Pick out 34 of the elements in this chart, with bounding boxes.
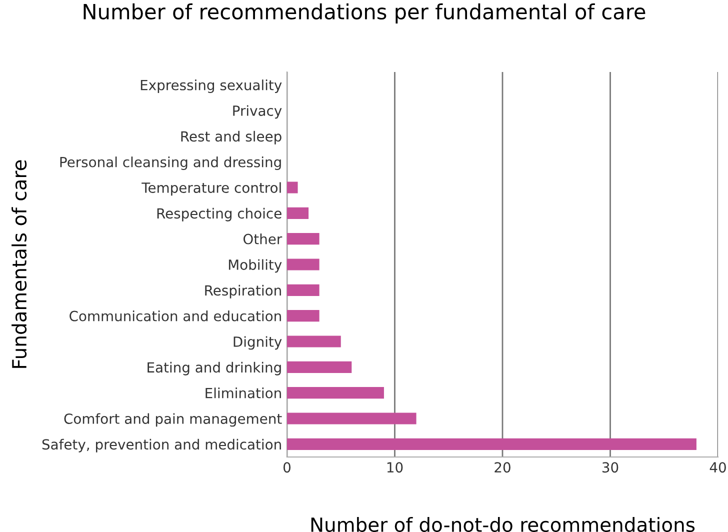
y-axis-title: Fundamentals of care — [12, 160, 27, 368]
bar — [287, 182, 298, 194]
y-tick-label: Elimination — [206, 388, 281, 398]
x-tick-label: 40 — [710, 462, 726, 473]
x-tick-label: 0 — [283, 462, 290, 473]
bar — [287, 233, 320, 245]
y-tick-label: Mobility — [228, 259, 282, 273]
y-tick-label: Comfort and pain management — [64, 413, 282, 427]
x-tick-label: 30 — [602, 462, 618, 473]
y-tick-label: Rest and sleep — [181, 130, 282, 144]
y-tick-label: Other — [243, 234, 282, 244]
bar — [287, 336, 341, 348]
y-tick-label: Expressing sexuality — [140, 80, 282, 93]
y-tick-label: Respiration — [205, 284, 281, 298]
bar — [287, 310, 320, 322]
y-tick-label: Dignity — [234, 336, 282, 350]
y-tick-label: Temperature control — [142, 182, 281, 196]
bar — [287, 361, 352, 373]
y-tick-label: Safety, prevention and medication — [42, 438, 281, 452]
y-tick-label: Respecting choice — [157, 208, 282, 222]
bar — [287, 387, 384, 399]
x-axis-title: Number of do-not-do recommendations — [311, 516, 695, 532]
bar — [287, 207, 309, 219]
y-tick-label: Personal cleansing and dressing — [60, 156, 281, 170]
y-tick-label: Privacy — [233, 105, 282, 119]
bar — [287, 412, 416, 424]
x-tick-label: 20 — [494, 462, 510, 473]
x-tick-label: 10 — [387, 462, 403, 473]
bar — [287, 284, 320, 296]
y-tick-label: Communication and education — [70, 310, 281, 322]
chart-title: Number of recommendations per fundamental of care — [84, 3, 646, 24]
bar — [287, 438, 696, 450]
y-tick-label: Eating and drinking — [148, 362, 281, 376]
bar — [287, 258, 320, 270]
